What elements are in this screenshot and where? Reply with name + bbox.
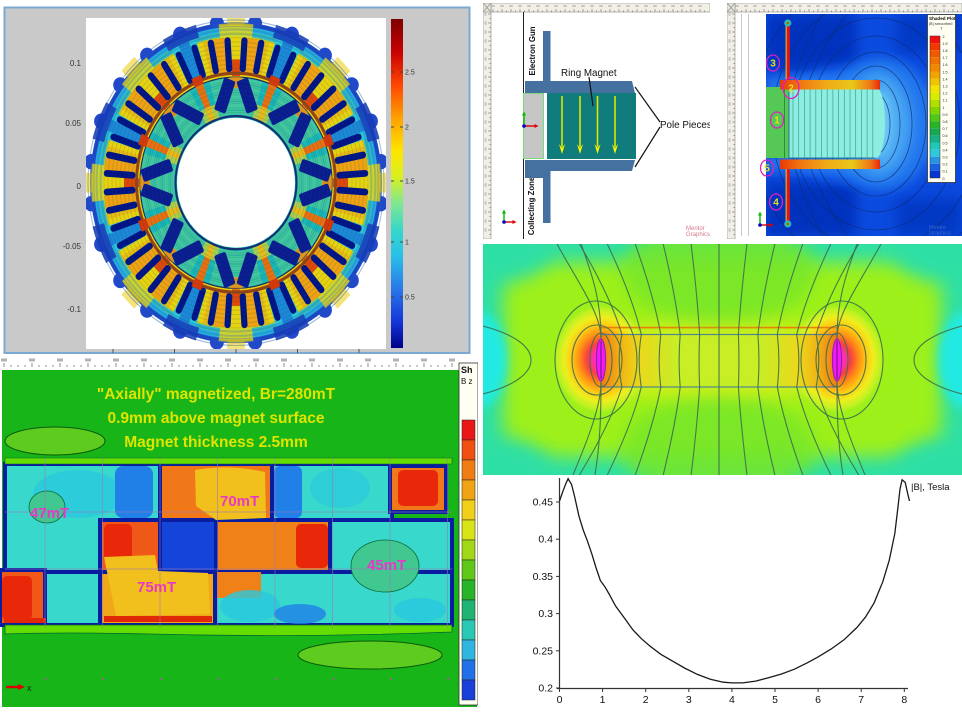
svg-text:0.05: 0.05 [65,119,81,128]
svg-text:0.35: 0.35 [533,571,554,583]
svg-text:Sh: Sh [461,365,473,375]
svg-text:0.8: 0.8 [943,120,948,124]
svg-text:47mT: 47mT [30,505,69,522]
svg-text:1.8: 1.8 [943,49,948,53]
svg-text:5: 5 [764,164,770,175]
svg-text:0.9: 0.9 [943,113,948,117]
svg-text:1.4: 1.4 [943,77,948,81]
svg-text:2: 2 [788,84,794,95]
svg-text:75mT: 75mT [137,579,176,596]
svg-text:"Axially" magnetized, Br=280mT: "Axially" magnetized, Br=280mT [97,386,336,403]
svg-text:1.5: 1.5 [405,179,415,186]
svg-text:0.3: 0.3 [943,156,948,160]
svg-text:Electron Gun: Electron Gun [528,26,537,75]
svg-text:-0.1: -0.1 [67,305,81,314]
svg-text:Magnet thickness 2.5mm: Magnet thickness 2.5mm [124,434,307,451]
svg-text:1: 1 [600,694,606,706]
svg-text:1: 1 [774,116,780,127]
svg-text:|B|, Tesla: |B|, Tesla [911,482,950,493]
svg-text:Mentor: Mentor [686,226,705,232]
svg-text:3: 3 [686,694,692,706]
svg-text:3: 3 [770,59,776,70]
svg-text:-0.05: -0.05 [63,242,82,251]
svg-text:1.5: 1.5 [943,70,948,74]
svg-text:0.3: 0.3 [538,608,553,620]
svg-text:Ring Magnet: Ring Magnet [561,68,617,79]
svg-text:Shaded Plot: Shaded Plot [929,16,956,21]
svg-text:0.4: 0.4 [943,148,948,152]
svg-text:0: 0 [77,182,82,191]
svg-text:|B| smoothed: |B| smoothed [929,21,952,26]
svg-text:70mT: 70mT [220,493,259,510]
svg-text:0.7: 0.7 [943,127,948,131]
svg-text:1.6: 1.6 [943,63,948,67]
svg-text:1: 1 [405,240,409,247]
svg-text:0.45: 0.45 [533,497,554,509]
svg-text:2: 2 [943,35,945,39]
svg-text:2.5: 2.5 [405,70,415,77]
svg-text:7: 7 [858,694,864,706]
svg-text:1.1: 1.1 [943,99,948,103]
svg-text:0.9mm above magnet surface: 0.9mm above magnet surface [107,410,324,427]
svg-text:4: 4 [729,694,735,706]
svg-text:Collecting Zone: Collecting Zone [527,176,536,235]
svg-text:4: 4 [773,198,779,209]
svg-text:B z: B z [461,377,473,386]
svg-text:1.2: 1.2 [943,92,948,96]
svg-text:45mT: 45mT [367,557,406,574]
svg-text:6: 6 [815,694,821,706]
svg-text:1: 1 [943,106,945,110]
svg-text:2: 2 [643,694,649,706]
svg-text:2: 2 [405,125,409,132]
svg-text:0.1: 0.1 [943,170,948,174]
svg-text:0.5: 0.5 [943,141,948,145]
svg-text:1.3: 1.3 [943,85,948,89]
svg-text:0.25: 0.25 [533,645,554,657]
svg-text:x: x [27,683,32,693]
svg-text:0.2: 0.2 [538,683,553,695]
svg-text:0.6: 0.6 [943,134,948,138]
svg-text:Pole Pieces: Pole Pieces [660,120,710,131]
svg-text:1.7: 1.7 [943,56,948,60]
svg-text:Mentor: Mentor [929,225,946,231]
svg-text:1.9: 1.9 [943,42,948,46]
svg-text:Graphics: Graphics [686,232,710,238]
svg-text:0: 0 [557,694,563,706]
svg-text:0.4: 0.4 [538,534,553,546]
svg-text:T: T [940,26,943,31]
svg-text:0.2: 0.2 [943,163,948,167]
svg-text:5: 5 [772,694,778,706]
svg-text:8: 8 [901,694,907,706]
svg-text:0.5: 0.5 [405,295,415,302]
svg-text:Graphics: Graphics [929,231,951,237]
svg-text:0.1: 0.1 [70,59,82,68]
svg-text:0: 0 [943,177,945,181]
